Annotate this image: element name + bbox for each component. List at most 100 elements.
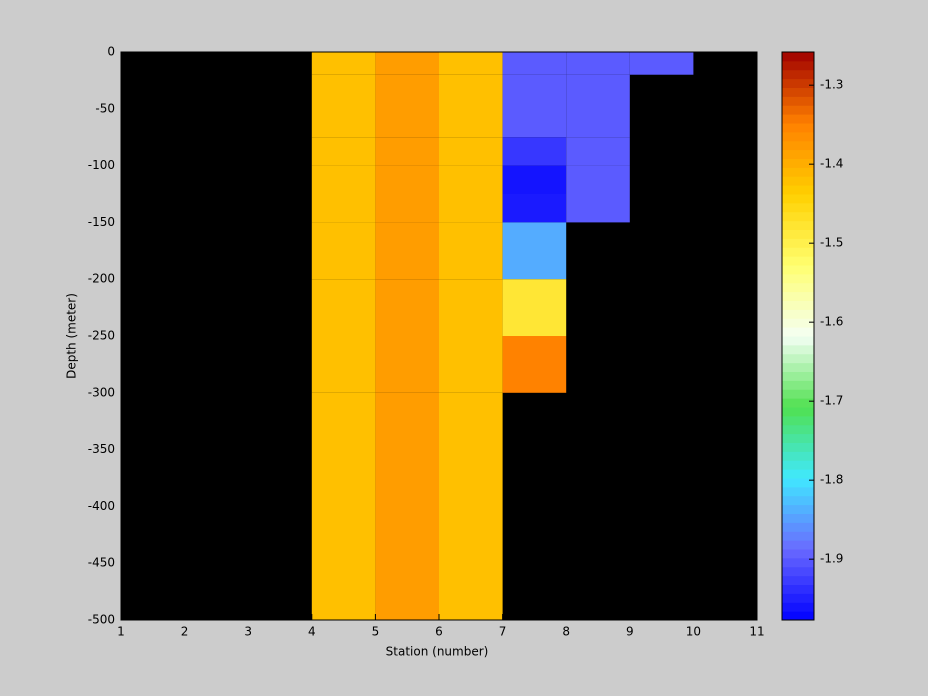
heat-cell (311, 392, 376, 620)
colorbar-swatch (782, 60, 814, 71)
colorbar-swatch (782, 478, 814, 488)
heat-cell (311, 137, 376, 166)
colorbar-swatch (782, 531, 814, 541)
colorbar-swatch (782, 96, 814, 106)
heat-cell (311, 52, 376, 75)
colorbar-swatch (782, 300, 814, 310)
y-tick-label: -250 (88, 329, 115, 343)
colorbar-swatch (782, 87, 814, 97)
colorbar-swatch (782, 460, 814, 470)
heat-cell (502, 137, 567, 166)
x-tick-label: 5 (372, 625, 380, 639)
y-tick-label: -300 (88, 385, 115, 399)
colorbar-swatch (782, 202, 814, 213)
x-tick-label: 3 (244, 625, 252, 639)
colorbar-swatch (782, 371, 814, 381)
colorbar-swatch (782, 291, 814, 301)
heat-cell (439, 392, 503, 620)
colorbar-swatch (782, 114, 814, 124)
colorbar-swatch (782, 566, 814, 577)
colorbar-swatch (782, 407, 814, 417)
heat-cell (566, 74, 630, 138)
colorbar-swatch (782, 433, 814, 443)
colorbar-swatch (782, 380, 814, 390)
colorbar-swatch (782, 78, 814, 88)
colorbar-swatch (782, 398, 814, 408)
colorbar-tick-label: -1.8 (820, 473, 843, 487)
y-tick-label: -50 (95, 101, 115, 115)
heat-cell (375, 165, 439, 194)
x-tick-label: 1 (117, 625, 125, 639)
colorbar-swatch (782, 282, 814, 293)
heat-cell (439, 194, 503, 223)
colorbar-swatch (782, 220, 814, 230)
heat-cell (439, 336, 503, 393)
colorbar-swatch (782, 504, 814, 514)
y-tick-label: -400 (88, 499, 115, 513)
colorbar-swatch (782, 123, 814, 133)
colorbar-swatch (782, 486, 814, 497)
heat-cell (439, 279, 503, 336)
heat-cell (502, 165, 567, 194)
x-tick-label: 10 (686, 625, 701, 639)
heat-cell (439, 222, 503, 280)
heat-cell (439, 74, 503, 138)
colorbar-swatch (782, 176, 814, 186)
colorbar-swatch (782, 185, 814, 195)
colorbar-swatch (782, 584, 814, 594)
heat-cell (439, 137, 503, 166)
heat-cell (311, 194, 376, 223)
colorbar-swatch (782, 238, 814, 248)
colorbar-swatch (782, 353, 814, 364)
x-tick-label: 4 (308, 625, 316, 639)
colorbar-frame (781, 51, 815, 621)
heat-cell (311, 74, 376, 138)
colorbar-swatch (782, 131, 814, 142)
colorbar-swatch (782, 540, 814, 550)
x-tick-label: 8 (562, 625, 570, 639)
heat-cell (375, 52, 439, 75)
heat-cell (311, 336, 376, 393)
colorbar-swatch (782, 167, 814, 177)
heat-cell (502, 52, 567, 75)
colorbar-swatch (782, 602, 814, 612)
heat-cell (375, 137, 439, 166)
colorbar-swatch (782, 415, 814, 426)
heat-cell (502, 194, 567, 223)
heat-cell (566, 165, 630, 194)
heat-cell (375, 222, 439, 280)
y-tick-label: 0 (107, 45, 115, 59)
colorbar-swatch (782, 522, 814, 532)
colorbar-swatch (782, 52, 814, 62)
heat-cell (566, 194, 630, 223)
heat-cell (311, 165, 376, 194)
y-tick-label: -500 (88, 613, 115, 627)
colorbar-swatch (782, 611, 814, 621)
colorbar-tick-label: -1.6 (820, 315, 843, 329)
heat-cell (502, 222, 567, 280)
colorbar-swatch (782, 469, 814, 479)
heat-cell (502, 279, 567, 336)
heat-cell (311, 222, 376, 280)
colorbar-swatch (782, 442, 814, 452)
heat-cell (375, 392, 439, 620)
colorbar-swatch (782, 575, 814, 585)
colorbar-swatch (782, 194, 814, 204)
colorbar-tick-label: -1.3 (820, 78, 843, 92)
colorbar-swatch (782, 247, 814, 257)
x-axis-label: Station (number) (386, 645, 489, 659)
y-tick-label: -100 (88, 158, 115, 172)
colorbar-swatch (782, 362, 814, 372)
heat-cell (502, 74, 567, 138)
heat-cell (311, 279, 376, 336)
colorbar-swatch (782, 309, 814, 319)
colorbar-swatch (782, 424, 814, 435)
colorbar-swatch (782, 69, 814, 80)
colorbar-tick-label: -1.5 (820, 236, 843, 250)
heat-cell (439, 52, 503, 75)
colorbar-swatch (782, 451, 814, 461)
y-tick-label: -350 (88, 442, 115, 456)
colorbar-swatch (782, 229, 814, 239)
y-tick-label: -450 (88, 556, 115, 570)
heat-cell (375, 336, 439, 393)
